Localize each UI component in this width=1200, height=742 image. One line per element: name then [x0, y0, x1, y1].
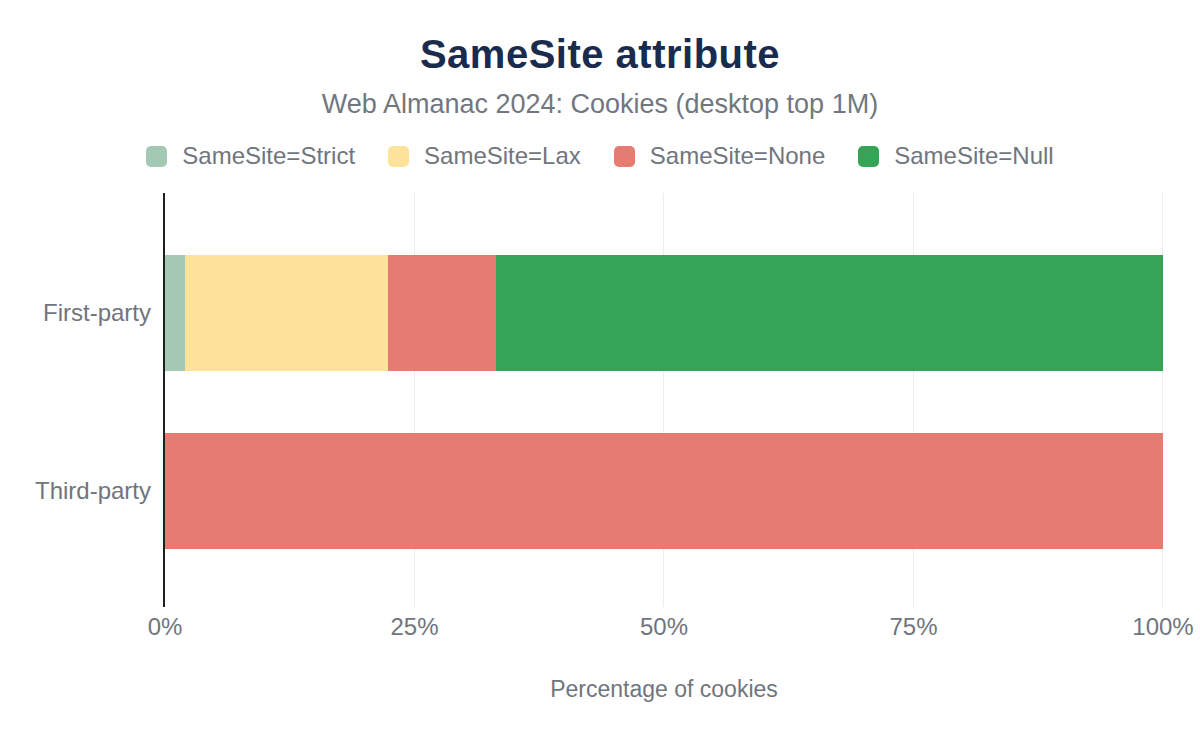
x-tick-label-25: 25% — [390, 613, 438, 641]
y-axis-label-third-party: Third-party — [35, 477, 151, 505]
bar-segment-first-party-samesite-lax[interactable] — [185, 255, 388, 371]
bar-row-first-party — [165, 255, 1163, 371]
legend-label: SameSite=Null — [894, 142, 1053, 170]
x-axis-ticks: 0%25%50%75%100% — [165, 613, 1163, 643]
legend-label: SameSite=None — [650, 142, 825, 170]
legend-label: SameSite=Lax — [424, 142, 581, 170]
legend-item-samesite-null[interactable]: SameSite=Null — [858, 142, 1053, 170]
x-axis-title: Percentage of cookies — [165, 676, 1163, 703]
bar-segment-first-party-samesite-strict[interactable] — [165, 255, 185, 371]
x-tick-label-75: 75% — [889, 613, 937, 641]
chart-figure: SameSite attribute Web Almanac 2024: Coo… — [0, 0, 1200, 742]
legend-item-samesite-strict[interactable]: SameSite=Strict — [146, 142, 355, 170]
y-axis-labels: First-party Third-party — [0, 193, 151, 607]
plot-area — [163, 193, 1163, 607]
legend-swatch-icon — [146, 146, 167, 167]
legend-swatch-icon — [614, 146, 635, 167]
legend-item-samesite-lax[interactable]: SameSite=Lax — [388, 142, 581, 170]
legend-swatch-icon — [858, 146, 879, 167]
legend-item-samesite-none[interactable]: SameSite=None — [614, 142, 825, 170]
legend-swatch-icon — [388, 146, 409, 167]
chart-title: SameSite attribute — [0, 32, 1200, 77]
chart-subtitle: Web Almanac 2024: Cookies (desktop top 1… — [0, 89, 1200, 120]
x-tick-label-0: 0% — [148, 613, 183, 641]
chart-legend: SameSite=Strict SameSite=Lax SameSite=None… — [0, 142, 1200, 170]
bar-segment-third-party-samesite-none[interactable] — [165, 433, 1163, 549]
legend-label: SameSite=Strict — [182, 142, 355, 170]
x-tick-label-100: 100% — [1132, 613, 1193, 641]
bar-segment-first-party-samesite-null[interactable] — [496, 255, 1163, 371]
bar-row-third-party — [165, 433, 1163, 549]
x-tick-label-50: 50% — [640, 613, 688, 641]
y-axis-label-first-party: First-party — [43, 299, 151, 327]
bar-segment-first-party-samesite-none[interactable] — [388, 255, 497, 371]
